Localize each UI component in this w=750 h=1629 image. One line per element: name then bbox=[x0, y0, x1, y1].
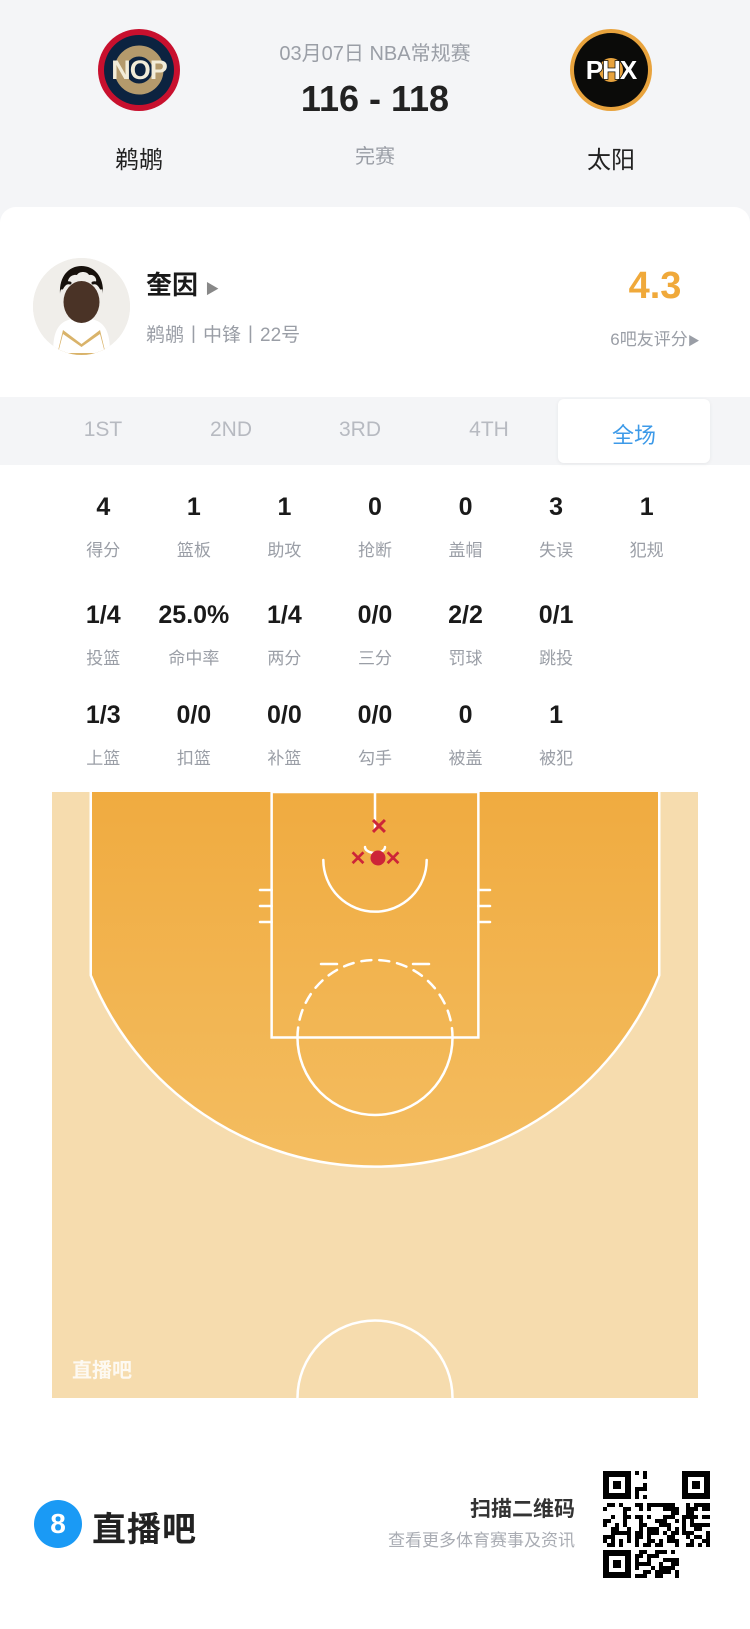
svg-text:PHX: PHX bbox=[586, 55, 638, 85]
svg-text:✕: ✕ bbox=[370, 814, 388, 839]
svg-text:✕: ✕ bbox=[385, 848, 402, 870]
svg-text:NOP: NOP bbox=[111, 55, 168, 85]
svg-text:直播吧: 直播吧 bbox=[72, 1359, 132, 1382]
svg-text:✕: ✕ bbox=[350, 848, 367, 870]
